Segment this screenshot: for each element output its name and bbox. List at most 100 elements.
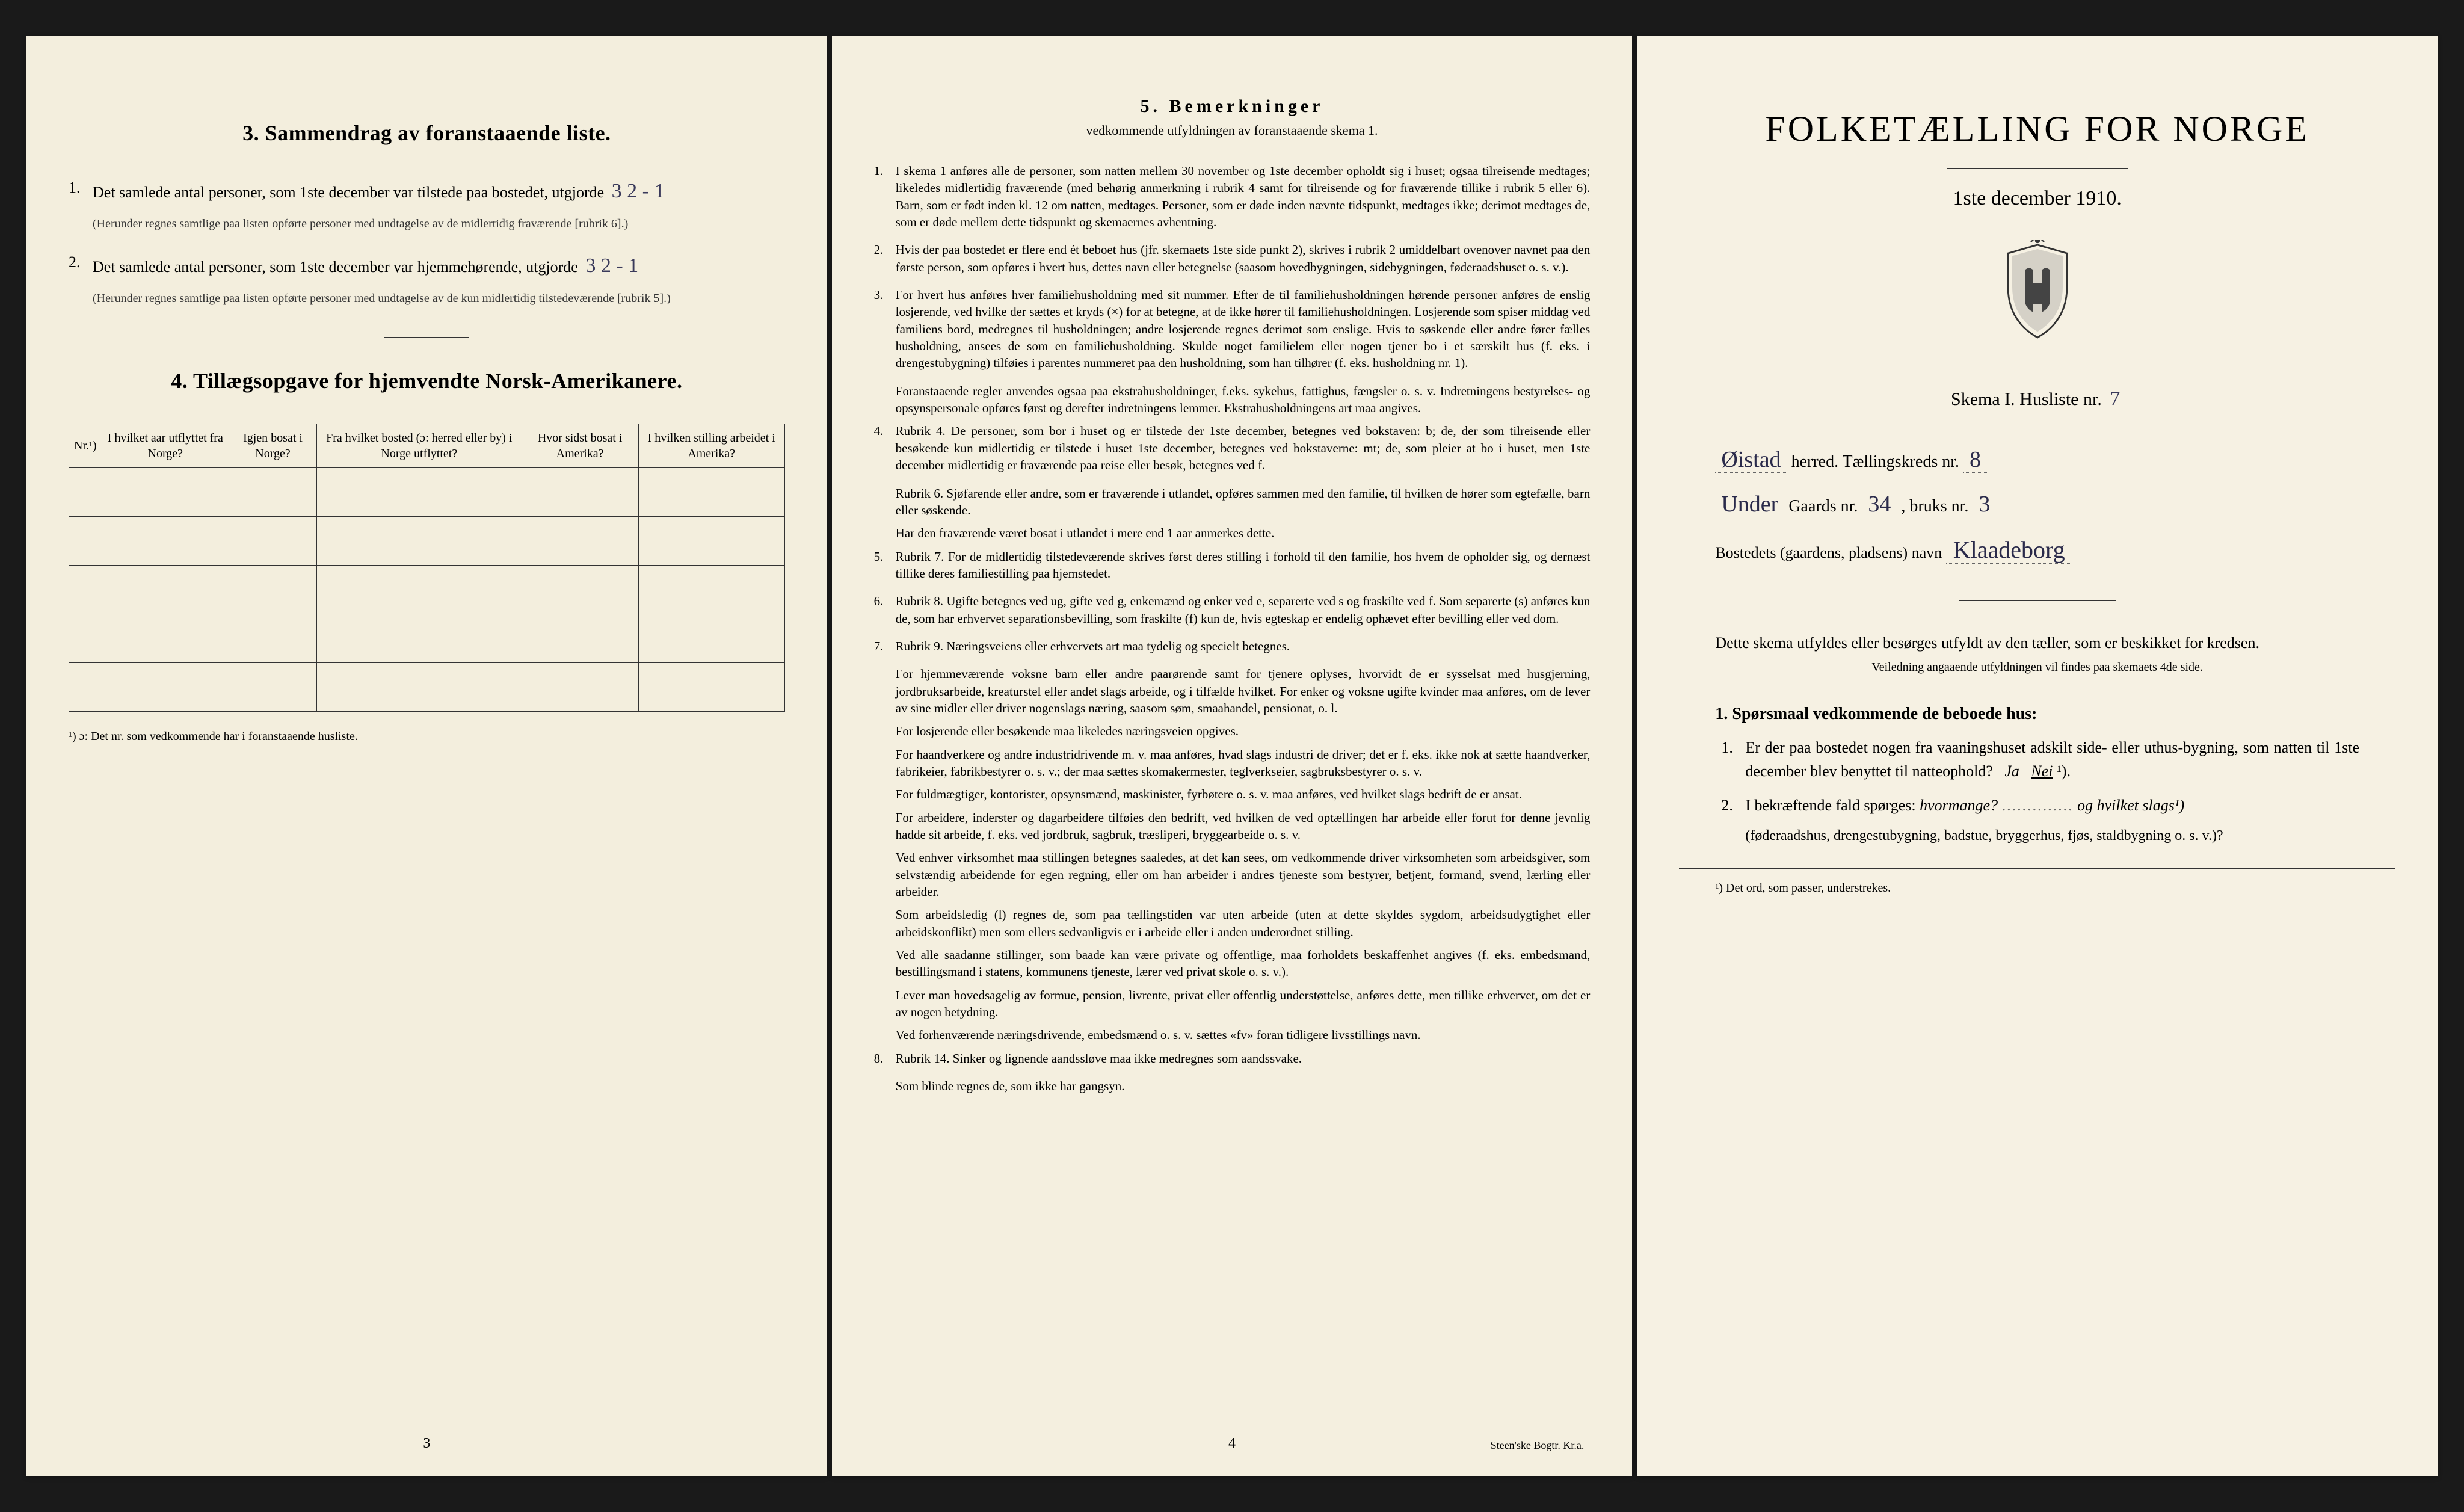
section-4-title: 4. Tillægsopgave for hjemvendte Norsk-Am… (69, 368, 785, 393)
item-1-handwritten-value: 3 2 - 1 (608, 180, 668, 202)
remark-text: Rubrik 8. Ugifte betegnes ved ug, gifte … (896, 594, 1591, 625)
question-2: 2. I bekræftende fald spørges: hvormange… (1745, 794, 2359, 817)
footnote-rule (1679, 868, 2395, 869)
page-title-page: FOLKETÆLLING FOR NORGE 1ste december 191… (1637, 36, 2438, 1476)
remark-number: 1. (874, 162, 884, 179)
remark-sub: For fuldmægtiger, kontorister, opsynsmæn… (896, 786, 1591, 803)
page-3: 3. Sammendrag av foranstaaende liste. 1.… (26, 36, 827, 1476)
page-4: 5. Bemerkninger vedkommende utfyldningen… (832, 36, 1633, 1476)
printer-credit: Steen'ske Bogtr. Kr.a. (1491, 1439, 1585, 1452)
remark-number: 5. (874, 548, 884, 565)
remark-number: 3. (874, 286, 884, 303)
table-footnote: ¹) ɔ: Det nr. som vedkommende har i fora… (69, 730, 785, 744)
item-1-note: (Herunder regnes samtlige paa listen opf… (93, 215, 785, 232)
skema-label: Skema I. Husliste nr. (1951, 389, 2102, 409)
remark-item: 5. Rubrik 7. For de midlertidig tilstedev… (874, 548, 1591, 582)
coat-of-arms (1679, 240, 2395, 345)
remark-sub: Ved enhver virksomhet maa stillingen bet… (896, 849, 1591, 900)
item-number: 2. (69, 250, 81, 274)
mid-divider (1959, 600, 2116, 601)
filling-instruction: Dette skema utfyldes eller besørges utfy… (1715, 631, 2359, 655)
section-3-title: 3. Sammendrag av foranstaaende liste. (69, 120, 785, 146)
col-occupation: I hvilken stilling arbeidet i Amerika? (638, 424, 784, 468)
remark-number: 7. (874, 638, 884, 655)
col-resettled: Igjen bosat i Norge? (229, 424, 316, 468)
q2-hvilket: og hvilket slags¹) (2077, 797, 2184, 814)
table-row (69, 517, 785, 566)
remark-number: 8. (874, 1050, 884, 1067)
bruk-label: , bruks nr. (1901, 497, 1968, 516)
remark-item: 1.I skema 1 anføres alle de personer, so… (874, 162, 1591, 230)
emigrant-table: Nr.¹) I hvilket aar utflyttet fra Norge?… (69, 424, 785, 712)
section-5-title: 5. Bemerkninger (1141, 96, 1324, 116)
q1-ja: Ja (2004, 762, 2019, 780)
skema-line: Skema I. Husliste nr. 7 (1679, 387, 2395, 410)
item-1-text: Det samlede antal personer, som 1ste dec… (93, 184, 604, 201)
remark-sub: Ved alle saadanne stillinger, som baade … (896, 946, 1591, 981)
kreds-nr: 8 (1964, 447, 1987, 473)
remark-sub: Som blinde regnes de, som ikke har gangs… (896, 1078, 1591, 1094)
page-number-3: 3 (423, 1436, 430, 1452)
title-rule (1947, 168, 2128, 169)
remark-item: 6. Rubrik 8. Ugifte betegnes ved ug, gift… (874, 593, 1591, 627)
gaard-line: Under Gaards nr. 34 , bruks nr. 3 (1679, 491, 2395, 517)
remark-item: 7. Rubrik 9. Næringsveiens eller erhverve… (874, 638, 1591, 655)
herred-label: herred. Tællingskreds nr. (1791, 452, 1959, 471)
q1-number: 1. (1721, 736, 1733, 759)
remark-number: 2. (874, 241, 884, 258)
remark-text: Hvis der paa bostedet er flere end ét be… (896, 242, 1591, 274)
remark-sub: For haandverkere og andre industridriven… (896, 746, 1591, 780)
q1-sup: ¹). (2057, 762, 2071, 780)
gaard-prefix-hw: Under (1715, 492, 1784, 517)
gaard-label: Gaards nr. (1788, 497, 1858, 516)
remark-item: 8. Rubrik 14. Sinker og lignende aandsslø… (874, 1050, 1591, 1067)
herred-line: Øistad herred. Tællingskreds nr. 8 (1679, 446, 2395, 473)
remark-text: Rubrik 9. Næringsveiens eller erhvervets… (896, 639, 1290, 653)
bosted-label: Bostedets (gaardens, pladsens) navn (1715, 544, 1942, 561)
herred-handwritten: Øistad (1715, 447, 1787, 473)
remark-text: Rubrik 7. For de midlertidig tilstedevær… (896, 549, 1591, 581)
col-from-where: Fra hvilket bosted (ɔ: herred eller by) … (317, 424, 522, 468)
summary-item-2: 2. Det samlede antal personer, som 1ste … (69, 250, 785, 281)
item-number: 1. (69, 176, 81, 199)
crest-icon (1995, 240, 2080, 342)
summary-item-1: 1. Det samlede antal personer, som 1ste … (69, 176, 785, 206)
q2-number: 2. (1721, 794, 1733, 817)
remark-sub: Foranstaaende regler anvendes ogsaa paa … (896, 383, 1591, 417)
col-last-america: Hvor sidst bosat i Amerika? (522, 424, 638, 468)
remark-sub: For hjemmeværende voksne barn eller andr… (896, 665, 1591, 717)
remark-sub: Ved forhenværende næringsdrivende, embed… (896, 1026, 1591, 1043)
q2-dots: .............. (2002, 797, 2074, 814)
remark-number: 6. (874, 593, 884, 609)
remark-sub: Som arbeidsledig (l) regnes de, som paa … (896, 906, 1591, 940)
document-spread: 3. Sammendrag av foranstaaende liste. 1.… (0, 0, 2464, 1512)
item-2-text: Det samlede antal personer, som 1ste dec… (93, 258, 578, 276)
section-5-subtitle: vedkommende utfyldningen av foranstaaend… (874, 123, 1591, 138)
remark-sub: Rubrik 6. Sjøfarende eller andre, som er… (896, 485, 1591, 519)
remark-item: 4. Rubrik 4. De personer, som bor i huset… (874, 422, 1591, 474)
remark-text: Rubrik 14. Sinker og lignende aandssløve… (896, 1051, 1302, 1066)
remark-text: Rubrik 4. De personer, som bor i huset o… (896, 424, 1591, 472)
remark-text: For hvert hus anføres hver familiehushol… (896, 288, 1591, 370)
remark-number: 4. (874, 422, 884, 439)
table-row (69, 468, 785, 517)
col-nr: Nr.¹) (69, 424, 102, 468)
remark-item: 3. For hvert hus anføres hver familiehush… (874, 286, 1591, 372)
col-year-out: I hvilket aar utflyttet fra Norge? (102, 424, 229, 468)
census-title: FOLKETÆLLING FOR NORGE (1679, 108, 2395, 150)
table-row (69, 614, 785, 663)
bosted-line: Bostedets (gaardens, pladsens) navn Klaa… (1715, 535, 2395, 564)
remark-item: 2. Hvis der paa bostedet er flere end ét … (874, 241, 1591, 276)
remark-sub: For losjerende eller besøkende maa likel… (896, 723, 1591, 739)
item-2-handwritten-value: 3 2 - 1 (582, 255, 642, 277)
husliste-nr: 7 (2106, 387, 2124, 410)
remark-sub: Har den fraværende været bosat i utlande… (896, 525, 1591, 542)
q2-hvormange: hvormange? (1920, 797, 1998, 814)
remark-sub: For arbeidere, inderster og dagarbeidere… (896, 809, 1591, 844)
filling-instruction-small: Veiledning angaaende utfyldningen vil fi… (1679, 661, 2395, 674)
table-row (69, 566, 785, 614)
section-divider (384, 337, 469, 338)
gaard-nr: 34 (1862, 492, 1897, 517)
q1-nei: Nei (2031, 762, 2053, 780)
q2-sub: (føderaadshus, drengestubygning, badstue… (1745, 828, 2359, 844)
